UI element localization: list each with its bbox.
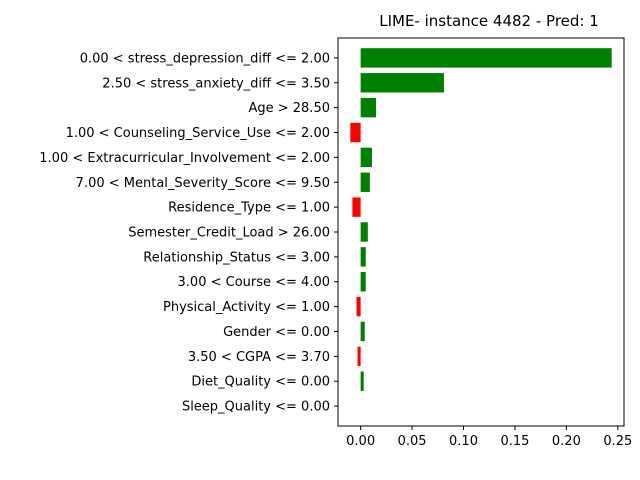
bars-layer [350, 48, 612, 391]
x-tick-label: 0.10 [449, 434, 478, 449]
y-tick-label: Physical_Activity <= 1.00 [163, 300, 330, 315]
x-tick-label: 0.20 [552, 434, 581, 449]
bar [357, 346, 361, 367]
bar [352, 197, 361, 217]
y-tick-label: 1.00 < Counseling_Service_Use <= 2.00 [66, 126, 330, 141]
axes-layer: 0.00 < stress_depression_diff <= 2.00 2.5… [39, 37, 632, 449]
y-tick-label: Gender <= 0.00 [223, 325, 330, 340]
x-tick-label: 0.05 [398, 434, 427, 449]
bar [356, 296, 361, 317]
x-tick-label: 0.25 [603, 434, 632, 449]
bar [360, 371, 364, 391]
y-tick-label: Sleep_Quality <= 0.00 [182, 400, 330, 415]
bar [360, 147, 372, 168]
bar [360, 48, 612, 68]
y-tick-label: Age > 28.50 [248, 101, 330, 116]
bar [360, 247, 366, 267]
chart-title: LIME- instance 4482 - Pred: 1 [379, 12, 599, 30]
bar [360, 97, 377, 118]
bar [360, 172, 370, 192]
y-tick-label: 3.50 < CGPA <= 3.70 [188, 350, 330, 365]
x-tick-label: 0.00 [346, 434, 375, 449]
bar [360, 272, 366, 292]
y-tick-label: 3.00 < Course <= 4.00 [178, 275, 330, 290]
y-tick-label: Diet_Quality <= 0.00 [191, 375, 330, 390]
bar [360, 321, 365, 342]
bar [350, 122, 361, 143]
bar [360, 222, 368, 242]
y-tick-label: Relationship_Status <= 3.00 [143, 250, 330, 265]
y-tick-label: 0.00 < stress_depression_diff <= 2.00 [80, 51, 330, 66]
y-tick-label: 1.00 < Extracurricular_Involvement <= 2.… [39, 151, 330, 166]
x-tick-label: 0.15 [500, 434, 529, 449]
y-tick-label: Residence_Type <= 1.00 [168, 201, 330, 216]
y-tick-label: Semester_Credit_Load > 26.00 [128, 226, 330, 241]
y-tick-label: 2.50 < stress_anxiety_diff <= 3.50 [102, 76, 330, 91]
y-tick-label: 7.00 < Mental_Severity_Score <= 9.50 [76, 176, 330, 191]
bar [360, 73, 444, 93]
plot-frame [337, 37, 625, 427]
